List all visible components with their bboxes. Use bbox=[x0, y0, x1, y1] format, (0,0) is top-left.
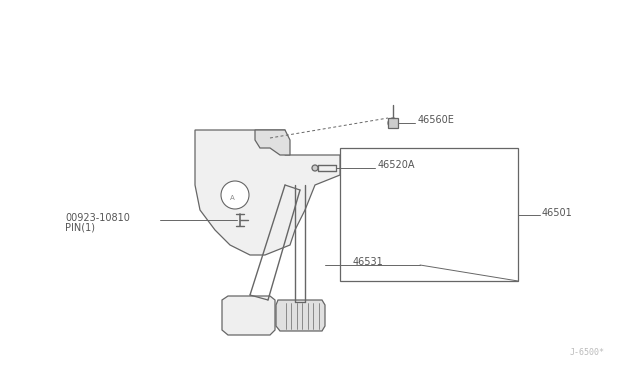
Text: PIN(1): PIN(1) bbox=[65, 223, 95, 233]
Polygon shape bbox=[255, 130, 290, 155]
Text: 46531: 46531 bbox=[353, 257, 384, 267]
Bar bbox=[340, 148, 518, 281]
Bar bbox=[388, 118, 398, 128]
Circle shape bbox=[312, 165, 318, 171]
Polygon shape bbox=[195, 130, 340, 255]
Circle shape bbox=[388, 118, 398, 128]
Text: 46560E: 46560E bbox=[418, 115, 455, 125]
Polygon shape bbox=[276, 300, 325, 331]
Text: A: A bbox=[230, 195, 234, 201]
Text: 46501: 46501 bbox=[542, 208, 573, 218]
Polygon shape bbox=[222, 296, 275, 335]
Circle shape bbox=[221, 181, 249, 209]
Text: 00923-10810: 00923-10810 bbox=[65, 213, 130, 223]
Text: J-6500*: J-6500* bbox=[570, 348, 605, 357]
Text: 46520A: 46520A bbox=[378, 160, 415, 170]
